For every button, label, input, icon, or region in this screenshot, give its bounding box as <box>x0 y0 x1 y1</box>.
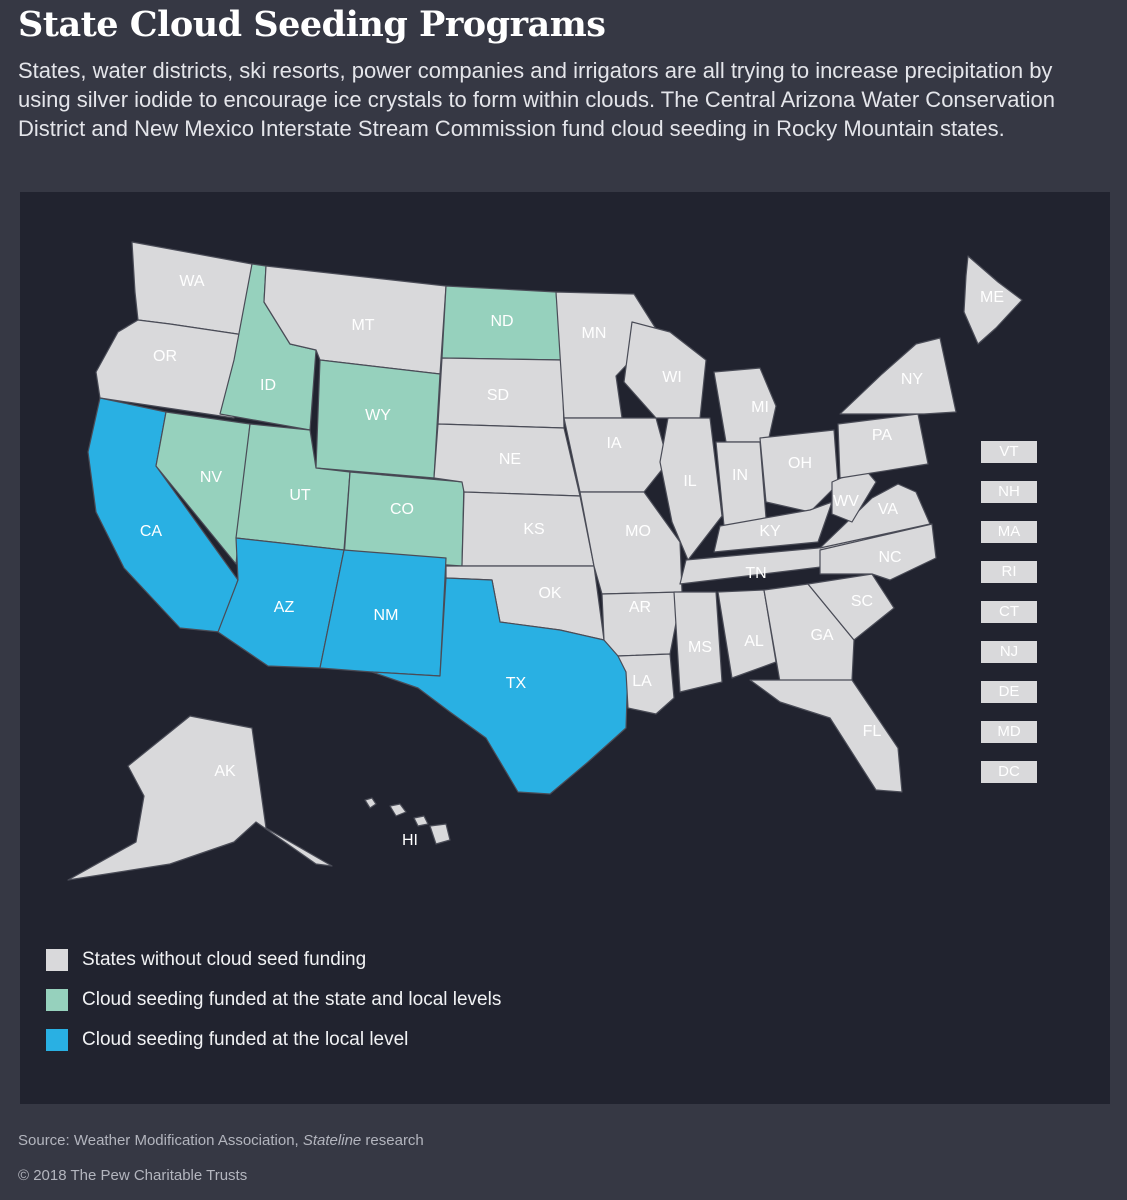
small-state-ct: CT <box>981 601 1037 623</box>
state-label-sc: SC <box>851 593 873 610</box>
state-pa <box>837 413 929 479</box>
state-label-ia: IA <box>606 435 621 452</box>
legend-swatch-none <box>46 949 68 971</box>
map-panel: WA OR CA ID NV MT WY UT CO AZ NM ND SD NE KS OK TX MN IA MO… <box>20 192 1110 1104</box>
legend: States without cloud seed funding Cloud … <box>46 940 501 1060</box>
state-fl <box>749 679 903 793</box>
state-label-oh: OH <box>788 455 812 472</box>
state-label-ky: KY <box>759 523 781 540</box>
state-label-id: ID <box>260 377 276 394</box>
state-sc <box>807 573 895 641</box>
source-suffix: research <box>361 1132 424 1149</box>
state-oh <box>759 429 839 513</box>
legend-label-local: Cloud seeding funded at the local level <box>82 1029 409 1050</box>
source-prefix: Source: Weather Modification Association… <box>18 1132 303 1149</box>
page-title: State Cloud Seeding Programs <box>18 4 606 45</box>
state-label-ny: NY <box>901 371 924 388</box>
state-label-az: AZ <box>274 599 295 616</box>
state-label-nc: NC <box>878 549 901 566</box>
state-hi <box>364 797 451 845</box>
state-label-ak: AK <box>214 763 236 780</box>
state-label-mi: MI <box>751 399 769 416</box>
small-state-de: DE <box>981 681 1037 703</box>
state-label-ca: CA <box>140 523 163 540</box>
state-label-hi: HI <box>402 832 418 849</box>
small-state-vt: VT <box>981 441 1037 463</box>
small-state-nh: NH <box>981 481 1037 503</box>
state-label-tn: TN <box>745 565 766 582</box>
state-label-ms: MS <box>688 639 712 656</box>
state-label-la: LA <box>632 673 652 690</box>
state-label-pa: PA <box>872 427 892 444</box>
state-label-wa: WA <box>179 273 205 290</box>
state-label-va: VA <box>878 501 898 518</box>
state-label-wv: WV <box>833 493 859 510</box>
small-states-list: VT NH MA RI CT NJ DE MD DC <box>981 441 1037 801</box>
copyright: © 2018 The Pew Charitable Trusts <box>18 1167 248 1184</box>
legend-label-none: States without cloud seed funding <box>82 949 367 970</box>
state-label-in: IN <box>732 467 748 484</box>
state-label-al: AL <box>744 633 764 650</box>
state-label-il: IL <box>683 473 696 490</box>
state-ny <box>839 337 957 415</box>
legend-item-state-local: Cloud seeding funded at the state and lo… <box>46 980 501 1020</box>
state-label-wi: WI <box>662 369 682 386</box>
state-label-me: ME <box>980 289 1004 306</box>
state-ak <box>67 715 333 881</box>
small-state-nj: NJ <box>981 641 1037 663</box>
source-italic: Stateline <box>302 1132 362 1149</box>
state-la <box>617 653 675 715</box>
state-label-ar: AR <box>629 599 651 616</box>
state-label-ok: OK <box>538 585 561 602</box>
state-label-ne: NE <box>499 451 521 468</box>
legend-swatch-local <box>46 1029 68 1051</box>
state-ms <box>673 591 723 693</box>
state-mi <box>713 367 777 443</box>
small-state-ri: RI <box>981 561 1037 583</box>
state-label-ut: UT <box>289 487 311 504</box>
legend-label-state-local: Cloud seeding funded at the state and lo… <box>82 989 502 1010</box>
state-ga <box>763 583 855 683</box>
state-label-wy: WY <box>365 407 391 424</box>
state-label-mn: MN <box>582 325 607 342</box>
state-label-mo: MO <box>625 523 651 540</box>
state-label-tx: TX <box>506 675 527 692</box>
small-state-dc: DC <box>981 761 1037 783</box>
source-note: Source: Weather Modification Association… <box>18 1132 424 1149</box>
small-state-md: MD <box>981 721 1037 743</box>
state-label-sd: SD <box>487 387 509 404</box>
state-tx <box>371 577 629 795</box>
state-label-or: OR <box>153 348 177 365</box>
state-label-nd: ND <box>490 313 513 330</box>
state-ia <box>563 417 669 493</box>
state-label-mt: MT <box>351 317 374 334</box>
page-subtitle: States, water districts, ski resorts, po… <box>18 58 1055 141</box>
legend-item-local: Cloud seeding funded at the local level <box>46 1020 501 1060</box>
state-label-ga: GA <box>810 627 833 644</box>
state-or <box>95 319 245 419</box>
state-label-ks: KS <box>523 521 544 538</box>
state-label-co: CO <box>390 501 414 518</box>
legend-swatch-state-local <box>46 989 68 1011</box>
state-label-nv: NV <box>200 469 223 486</box>
state-ky <box>713 501 833 553</box>
state-label-fl: FL <box>863 723 882 740</box>
state-va <box>819 483 931 549</box>
legend-item-none: States without cloud seed funding <box>46 940 501 980</box>
state-nc <box>819 523 937 581</box>
state-label-nm: NM <box>374 607 399 624</box>
us-map: WA OR CA ID NV MT WY UT CO AZ NM ND SD NE KS OK TX MN IA MO… <box>67 241 1023 881</box>
small-state-ma: MA <box>981 521 1037 543</box>
state-nv <box>155 411 251 565</box>
state-me <box>963 255 1023 345</box>
